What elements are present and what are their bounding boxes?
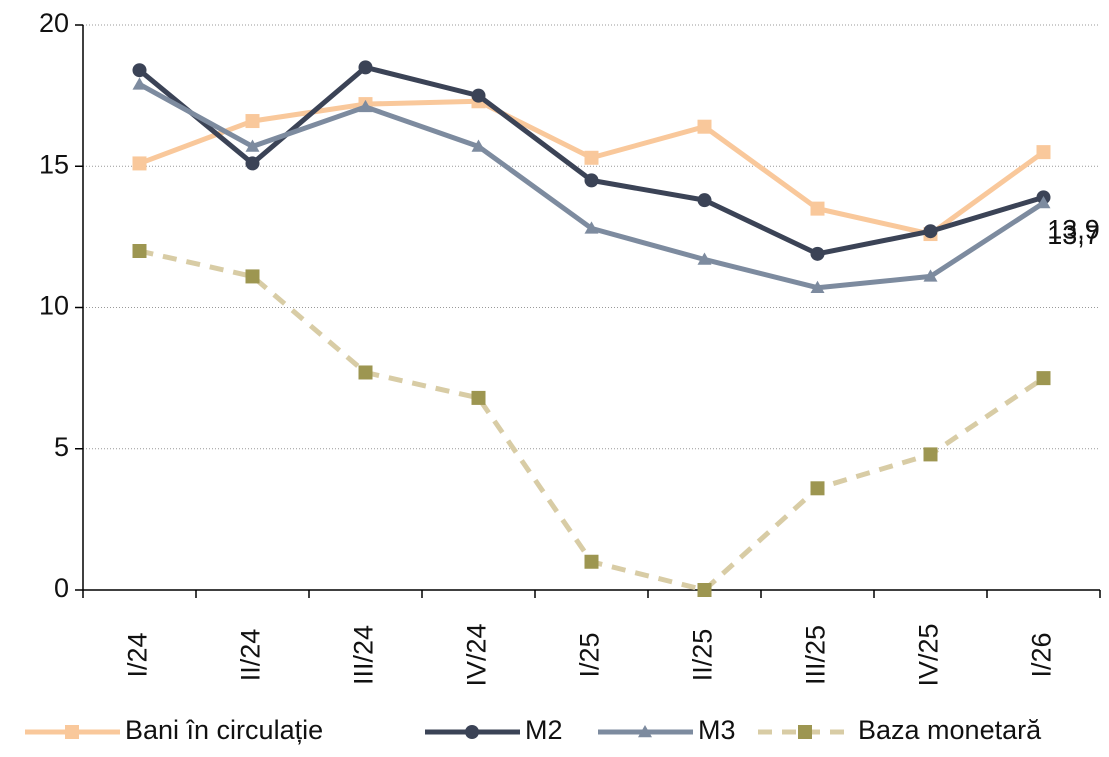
- legend-item: Baza monetară: [758, 715, 1042, 745]
- legend-item: M2: [425, 715, 563, 745]
- marker: [1036, 145, 1051, 160]
- legend-item: Bani în circulație: [25, 715, 323, 745]
- marker: [810, 280, 825, 293]
- marker: [1036, 195, 1051, 209]
- marker: [132, 244, 147, 258]
- marker: [810, 201, 825, 216]
- marker: [810, 246, 825, 261]
- legend-label: Bani în circulație: [125, 715, 323, 745]
- marker: [465, 725, 479, 739]
- y-tick-label: 0: [54, 573, 69, 603]
- x-tick-label: I/25: [575, 632, 605, 677]
- marker: [584, 221, 599, 234]
- marker: [923, 224, 938, 239]
- marker: [584, 173, 599, 188]
- marker: [697, 252, 712, 265]
- x-tick-label: IV/25: [914, 623, 944, 686]
- series-line: [138, 98, 1045, 237]
- x-tick-label: III/25: [801, 625, 831, 685]
- marker: [923, 447, 938, 462]
- legend-label: M2: [525, 715, 563, 745]
- marker: [358, 365, 373, 380]
- marker: [245, 269, 260, 284]
- marker: [132, 77, 147, 90]
- y-tick-label: 10: [39, 291, 69, 321]
- data-label: 13,7: [1047, 220, 1100, 250]
- marker: [638, 725, 652, 738]
- marker: [810, 481, 825, 496]
- marker: [132, 63, 147, 78]
- marker: [697, 193, 712, 208]
- marker: [798, 725, 812, 739]
- marker: [584, 554, 599, 569]
- marker: [923, 269, 938, 282]
- y-tick-label: 15: [39, 149, 69, 179]
- marker: [697, 119, 712, 134]
- marker: [132, 156, 147, 171]
- marker: [697, 583, 712, 597]
- marker: [65, 725, 79, 739]
- marker: [245, 139, 260, 152]
- marker: [358, 99, 373, 113]
- x-tick-label: I/26: [1027, 632, 1057, 677]
- marker: [245, 114, 260, 129]
- x-tick-label: II/25: [688, 629, 718, 682]
- y-tick-label: 5: [54, 432, 69, 462]
- legend-item: M3: [598, 715, 736, 745]
- marker: [471, 88, 486, 103]
- marker: [245, 156, 260, 171]
- legend-label: Baza monetară: [858, 715, 1042, 745]
- x-tick-label: I/24: [123, 632, 153, 677]
- marker: [471, 139, 486, 152]
- marker: [1036, 371, 1051, 386]
- marker: [471, 390, 486, 405]
- marker: [584, 150, 599, 165]
- y-tick-label: 20: [39, 8, 69, 38]
- x-tick-label: III/24: [349, 625, 379, 685]
- series-line: [138, 248, 1045, 593]
- marker: [358, 60, 373, 75]
- x-tick-label: II/24: [236, 629, 266, 682]
- legend-label: M3: [698, 715, 736, 745]
- data-label: 13,9: [1047, 214, 1100, 244]
- x-tick-label: IV/24: [462, 623, 492, 686]
